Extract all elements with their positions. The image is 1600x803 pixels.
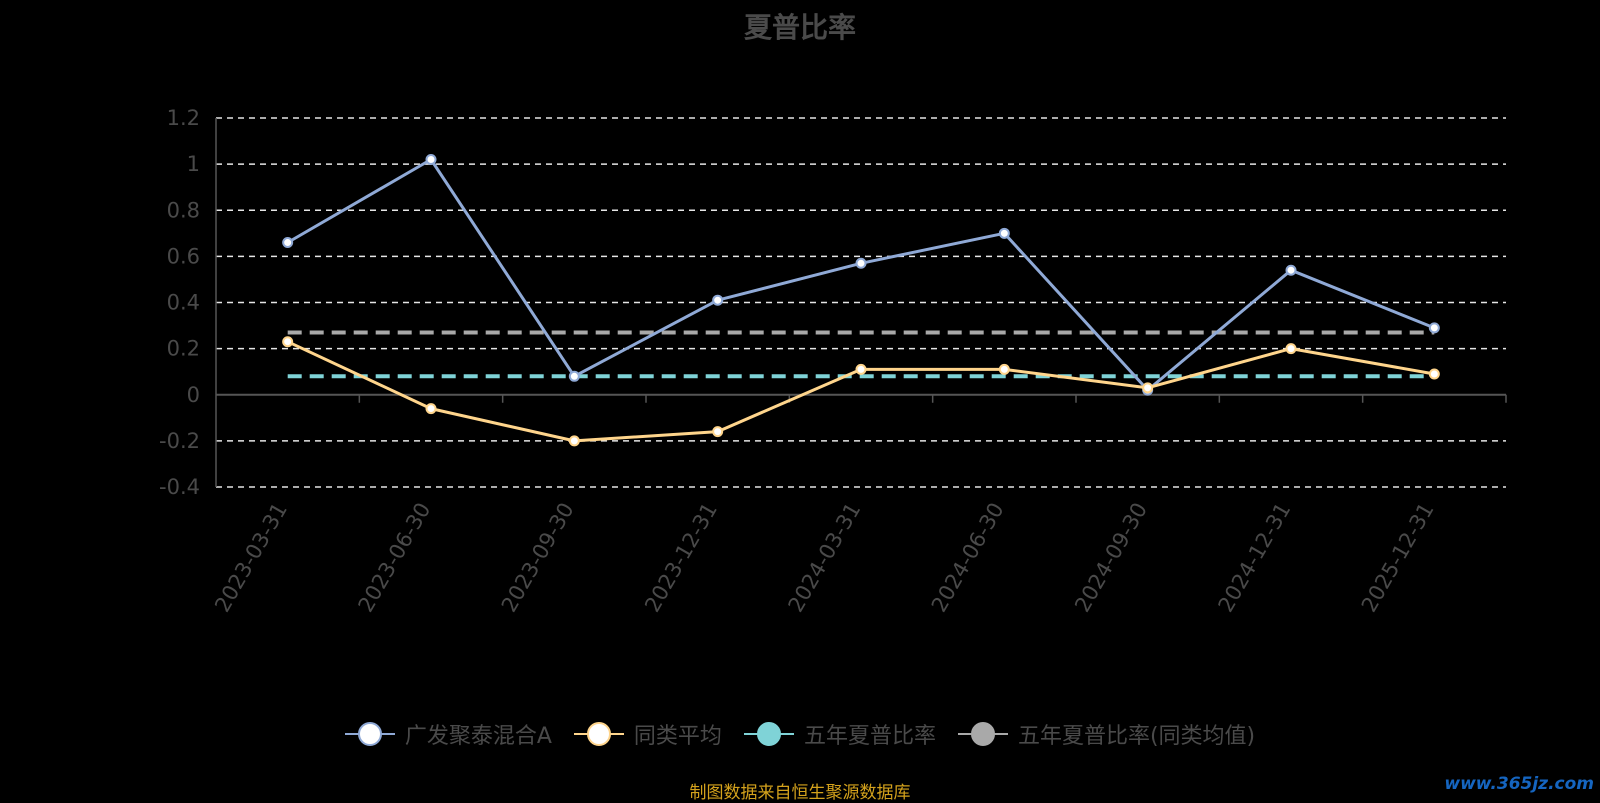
x-tick-label: 2024-03-31 xyxy=(784,499,866,617)
data-point xyxy=(998,227,1010,239)
chart-legend: 广发聚泰混合A 同类平均 五年夏普比率 五年夏普比率(同类均值) xyxy=(0,718,1600,750)
legend-item[interactable]: 五年夏普比率 xyxy=(743,718,936,750)
y-tick-label: 0 xyxy=(187,383,200,407)
x-tick-label: 2023-09-30 xyxy=(497,499,579,617)
data-point xyxy=(1285,264,1297,276)
legend-marker-icon xyxy=(573,721,624,747)
legend-marker-icon xyxy=(957,721,1008,747)
data-point xyxy=(1428,322,1440,334)
x-tick-label: 2024-06-30 xyxy=(927,498,1009,616)
data-point xyxy=(712,426,724,438)
data-point xyxy=(568,435,580,447)
legend-marker-icon xyxy=(743,721,794,747)
line-chart-plot: 1.2 1 0.8 0.6 0.4 0.2 0 -0.2 -0.4 2023-03-31 2023-… xyxy=(159,106,1507,617)
legend-dot xyxy=(970,722,995,746)
y-tick-label: -0.2 xyxy=(159,429,200,453)
y-tick-label: 0.4 xyxy=(167,291,200,315)
x-tick-label: 2023-03-31 xyxy=(210,499,292,617)
x-tick-label: 2024-12-31 xyxy=(1214,499,1296,617)
y-tick-label: 0.6 xyxy=(167,244,200,268)
data-point xyxy=(425,154,437,166)
y-tick-label: 1.2 xyxy=(167,106,200,130)
legend-item[interactable]: 五年夏普比率(同类均值) xyxy=(957,718,1256,750)
data-point xyxy=(998,363,1010,375)
watermark: www.365jz.com xyxy=(1444,774,1594,794)
data-point xyxy=(1142,382,1154,394)
data-point xyxy=(1428,368,1440,380)
x-tick-label: 2024-09-30 xyxy=(1070,499,1152,617)
x-tick-label: 2023-12-31 xyxy=(640,499,722,617)
data-point xyxy=(855,257,867,269)
legend-dot xyxy=(357,722,382,746)
series-line-1 xyxy=(287,340,1435,443)
chart-title: 夏普比率 xyxy=(743,11,856,44)
y-tick-label: 1 xyxy=(187,152,200,176)
legend-label: 五年夏普比率 xyxy=(803,724,936,749)
data-point xyxy=(425,403,437,415)
y-tick-label: 0.2 xyxy=(167,337,200,361)
legend-marker-icon xyxy=(344,721,395,747)
data-point xyxy=(712,294,724,306)
data-point xyxy=(568,370,580,382)
y-tick-label: -0.4 xyxy=(159,475,200,499)
x-tick-label: 2025-12-31 xyxy=(1357,499,1439,617)
source-note: 制图数据来自恒生聚源数据库 xyxy=(689,783,911,803)
data-point xyxy=(282,237,294,249)
data-point xyxy=(282,336,294,348)
legend-item[interactable]: 广发聚泰混合A xyxy=(344,718,552,750)
data-point xyxy=(1285,343,1297,355)
data-point xyxy=(855,363,867,375)
legend-item[interactable]: 同类平均 xyxy=(573,718,722,750)
legend-label: 五年夏普比率(同类均值) xyxy=(1017,724,1256,749)
legend-label: 广发聚泰混合A xyxy=(404,724,552,749)
legend-label: 同类平均 xyxy=(633,724,722,749)
legend-dot xyxy=(586,722,611,746)
legend-dot xyxy=(756,722,781,746)
x-tick-label: 2023-06-30 xyxy=(354,499,436,617)
y-tick-label: 0.8 xyxy=(167,198,200,222)
